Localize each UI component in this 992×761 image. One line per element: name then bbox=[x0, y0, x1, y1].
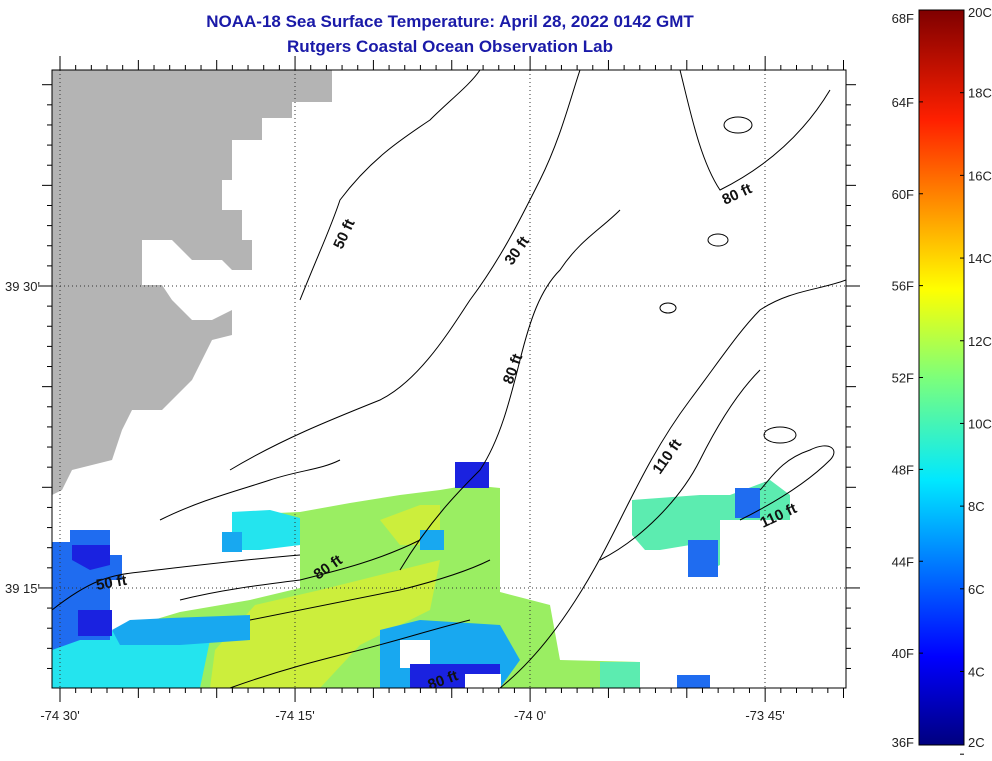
sst-pixels bbox=[52, 462, 790, 688]
sst-cell bbox=[222, 532, 242, 552]
contour-label: 80 ft bbox=[720, 180, 755, 208]
colorbar-c-label: 6C bbox=[968, 582, 985, 597]
colorbar-f-label: 64F bbox=[892, 95, 914, 110]
colorbar-c-label: 16C bbox=[968, 168, 992, 183]
colorbar-c-label: 14C bbox=[968, 251, 992, 266]
lon-label: -74 15' bbox=[275, 708, 314, 723]
axis-ticks bbox=[38, 56, 860, 702]
bathymetry-contours bbox=[52, 70, 846, 688]
contour-label: 50 ft bbox=[95, 572, 128, 594]
colorbar-c-label: 2C bbox=[968, 735, 985, 750]
sst-cell bbox=[455, 462, 489, 488]
sst-patch-blue-row bbox=[112, 615, 250, 645]
colorbar-f-label: 68F bbox=[892, 11, 914, 26]
lon-axis-labels: -74 30' -74 15' -74 0' -73 45' bbox=[40, 708, 784, 723]
sst-cell bbox=[420, 530, 444, 550]
colorbar-c-label: 4C bbox=[968, 665, 985, 680]
land-mask bbox=[52, 70, 332, 495]
colorbar-c-label: 8C bbox=[968, 499, 985, 514]
colorbar-f-label: 52F bbox=[892, 371, 914, 386]
lon-label: -74 0' bbox=[514, 708, 546, 723]
colorbar-f-label: 44F bbox=[892, 554, 914, 569]
colorbar-f-label: 40F bbox=[892, 646, 914, 661]
colorbar-f-label: 60F bbox=[892, 187, 914, 202]
lon-label: -73 45' bbox=[745, 708, 784, 723]
lon-label: -74 30' bbox=[40, 708, 79, 723]
contour-label: 50 ft bbox=[330, 217, 358, 252]
plot-frame bbox=[51, 69, 847, 689]
colorbar-c-label: 10C bbox=[968, 416, 992, 431]
colorbar-c-label: 20C bbox=[968, 5, 992, 20]
colorbar-f-label: 56F bbox=[892, 279, 914, 294]
sst-cell bbox=[400, 640, 430, 668]
sst-cell bbox=[688, 540, 718, 577]
contour-label: 30 ft bbox=[501, 233, 533, 268]
lat-axis-labels: 39 30' 39 15' bbox=[5, 279, 40, 596]
sst-cell bbox=[677, 675, 710, 688]
graticule bbox=[52, 70, 846, 688]
map-subtitle: Rutgers Coastal Ocean Observation Lab bbox=[287, 37, 613, 56]
contour-label: 80 ft bbox=[500, 352, 527, 387]
sst-cell bbox=[735, 488, 760, 518]
sst-cell bbox=[465, 674, 501, 688]
colorbar-gradient bbox=[918, 9, 965, 746]
colorbar: 68F 64F 60F 56F 52F 48F 44F 40F 36F 20C 18C 16C 14C… bbox=[892, 5, 992, 755]
sst-patch-nw-cyan bbox=[232, 510, 300, 550]
lat-label: 39 15' bbox=[5, 581, 40, 596]
lat-label: 39 30' bbox=[5, 279, 40, 294]
sst-cell bbox=[78, 610, 112, 636]
sst-patch-sw-dark bbox=[72, 545, 110, 570]
contour-label: 110 ft bbox=[649, 436, 685, 477]
colorbar-f-label: 48F bbox=[892, 462, 914, 477]
map-title: NOAA-18 Sea Surface Temperature: April 2… bbox=[206, 12, 694, 31]
colorbar-c-label: 18C bbox=[968, 86, 992, 101]
sst-cell bbox=[600, 662, 640, 688]
colorbar-c-label: 12C bbox=[968, 334, 992, 349]
colorbar-f-label: 36F bbox=[892, 735, 914, 750]
sst-patch-warm bbox=[210, 560, 440, 688]
